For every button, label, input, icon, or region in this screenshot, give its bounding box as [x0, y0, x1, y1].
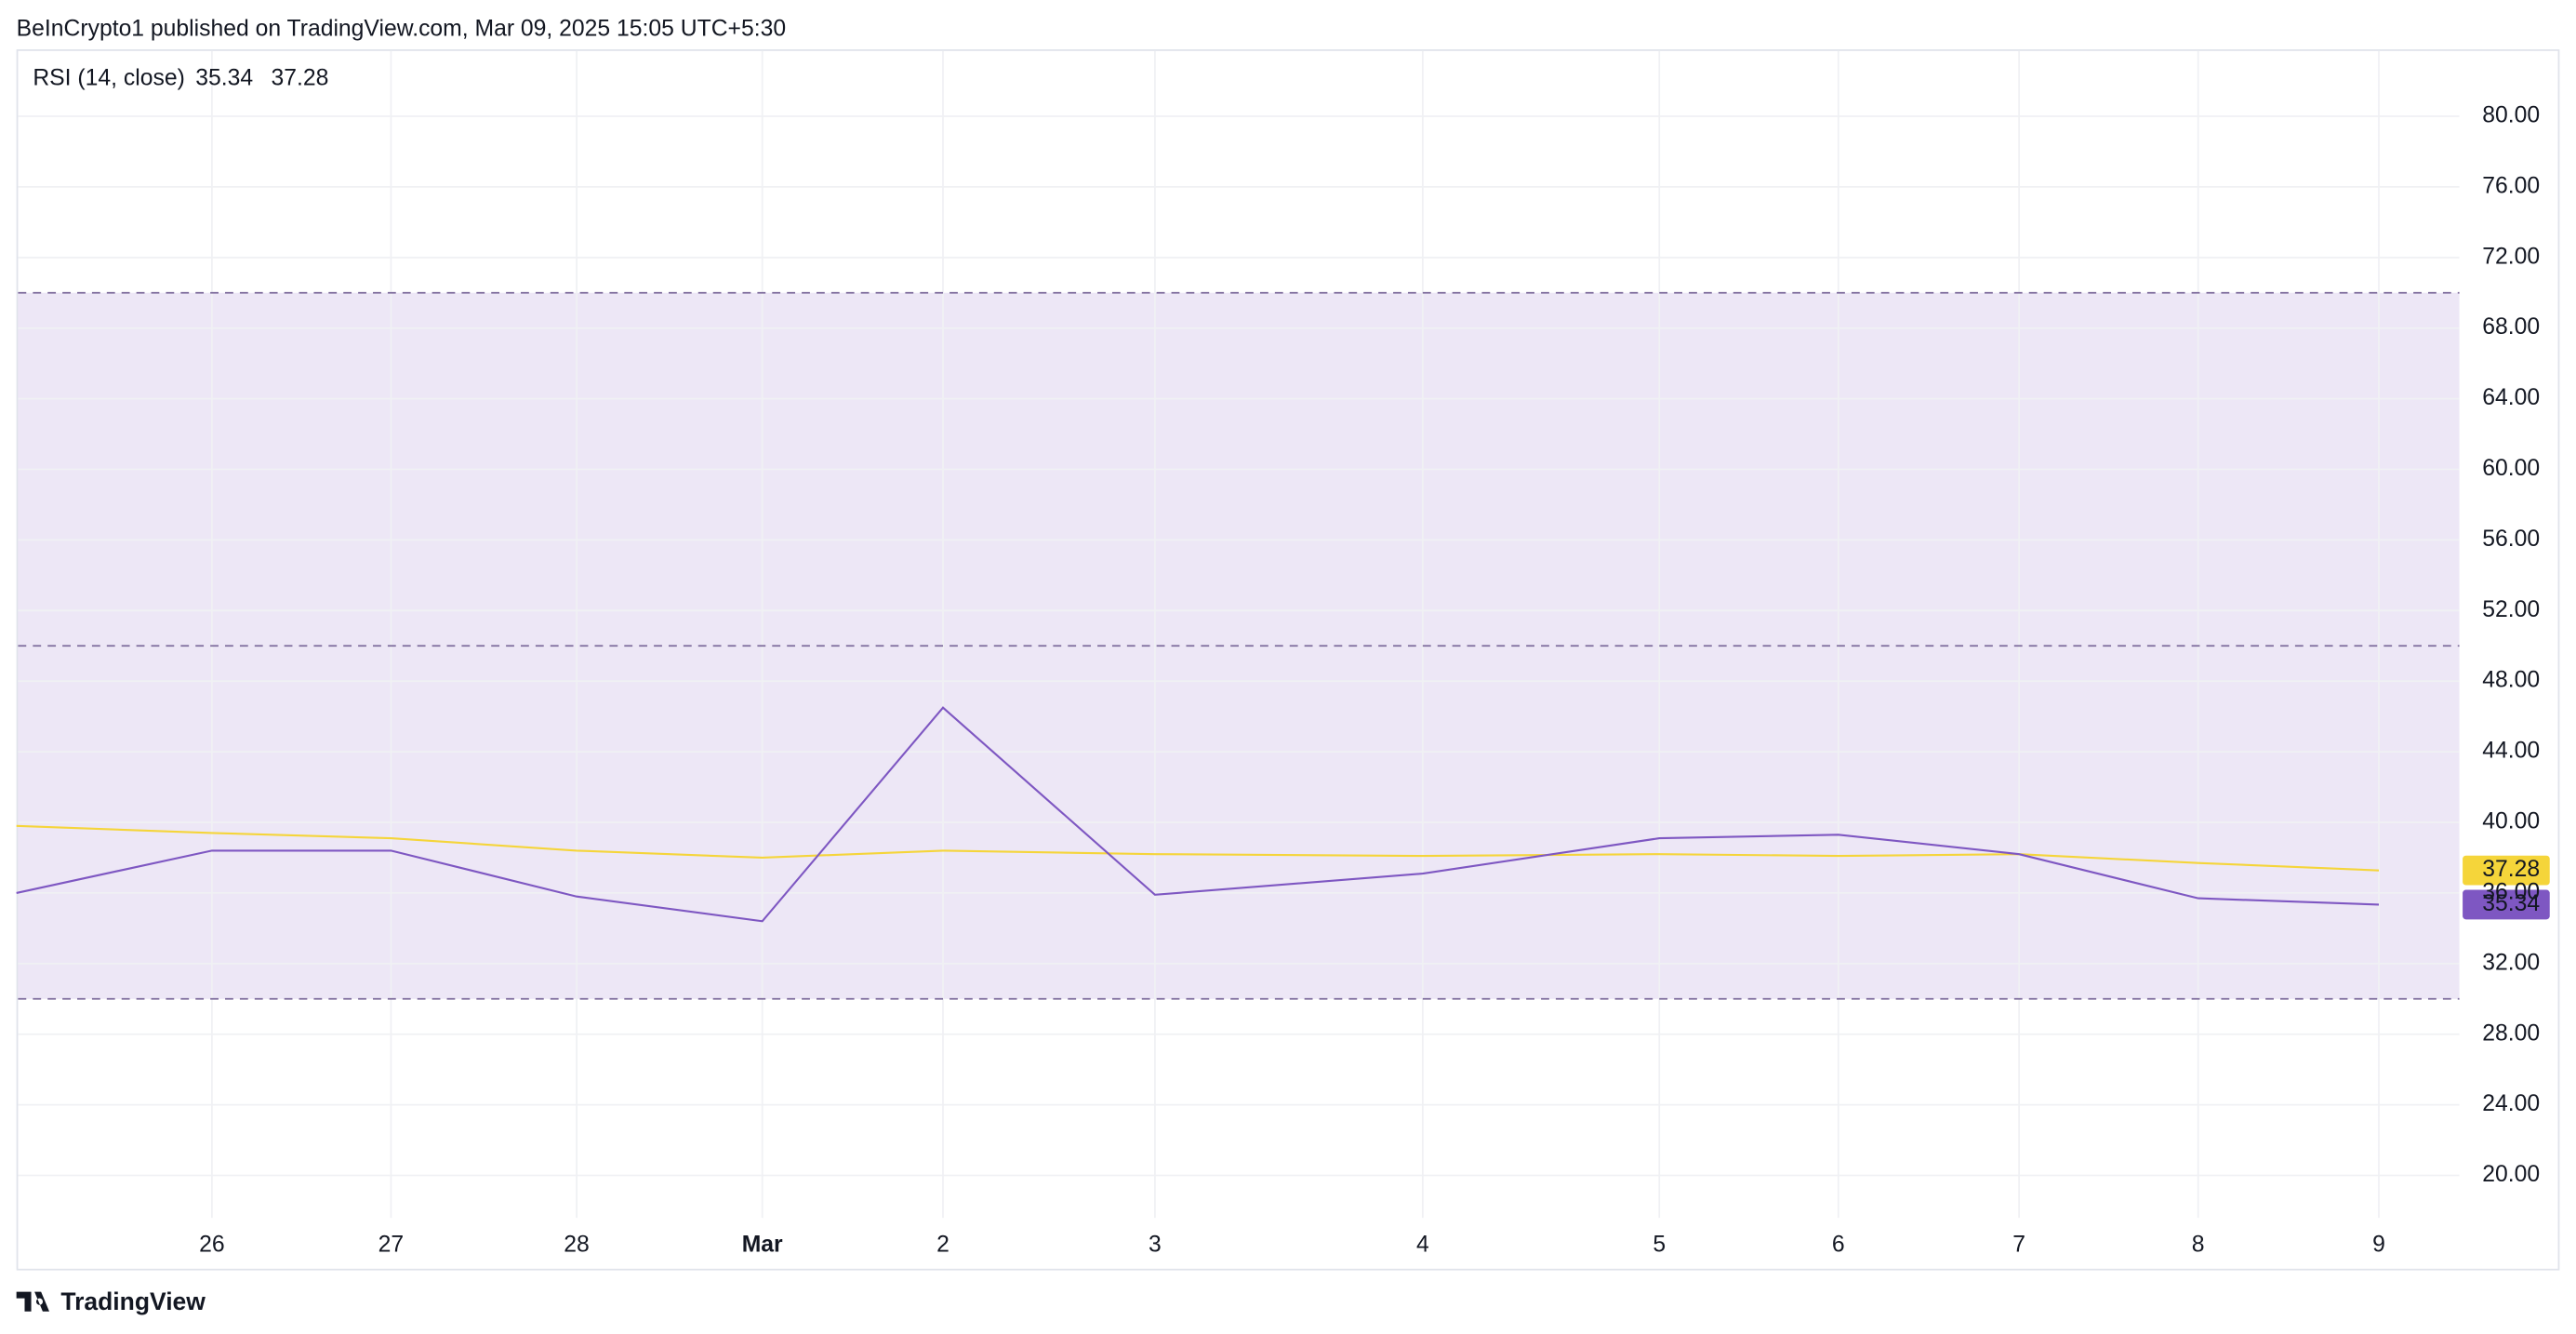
- y-tick-label: 64.00: [2482, 385, 2540, 410]
- y-tick-label: 20.00: [2482, 1162, 2540, 1187]
- logo: TradingView: [16, 1287, 206, 1315]
- y-tick-label: 32.00: [2482, 950, 2540, 975]
- x-tick-label: 9: [2372, 1233, 2385, 1258]
- legend-value: 35.34: [195, 65, 253, 90]
- y-tick-label: 68.00: [2482, 314, 2540, 340]
- footer-brand: TradingView: [60, 1287, 206, 1315]
- x-tick-label: Mar: [742, 1233, 783, 1258]
- x-tick-label: 5: [1653, 1233, 1666, 1258]
- y-tick-label: 56.00: [2482, 527, 2540, 552]
- rsi-line: [16, 706, 2380, 923]
- x-tick-label: 2: [936, 1233, 949, 1258]
- plot: 37.28 35.34: [16, 706, 2550, 923]
- y-tick-label: 72.00: [2482, 244, 2540, 269]
- y-tick-label: 52.00: [2482, 597, 2540, 622]
- y-tick-label: 76.00: [2482, 173, 2540, 198]
- x-tick-label: 6: [1832, 1233, 1845, 1258]
- price-tag-label: 35.34: [2482, 891, 2540, 916]
- price-tag-label: 37.28: [2482, 857, 2540, 882]
- x-tick-label: 8: [2192, 1233, 2205, 1258]
- x-tick-label: 7: [2012, 1233, 2025, 1258]
- indicator-title: RSI (14, close): [33, 65, 184, 90]
- header-text: BeInCrypto1 published on TradingView.com…: [17, 16, 786, 41]
- x-tick-label: 28: [564, 1233, 589, 1258]
- pane-border: [16, 49, 2560, 1271]
- price-tag: [2463, 889, 2550, 920]
- grid: [18, 50, 2460, 1219]
- x-tick-label: 26: [199, 1233, 225, 1258]
- legend-value: 37.28: [271, 65, 328, 90]
- logo-icon: [16, 1291, 49, 1312]
- y-tick-label: 36.00: [2482, 879, 2540, 904]
- y-tick-label: 24.00: [2482, 1091, 2540, 1116]
- x-tick-label: 3: [1149, 1233, 1162, 1258]
- price-tag: [2463, 855, 2550, 886]
- y-tick-label: 80.00: [2482, 103, 2540, 128]
- y-tick-label: 60.00: [2482, 456, 2540, 481]
- y-tick-label: 48.00: [2482, 668, 2540, 693]
- x-tick-label: 27: [378, 1233, 405, 1258]
- y-tick-label: 28.00: [2482, 1021, 2540, 1046]
- y-tick-label: 44.00: [2482, 739, 2540, 764]
- x-tick-label: 4: [1416, 1233, 1429, 1258]
- y-tick-label: 40.00: [2482, 809, 2540, 834]
